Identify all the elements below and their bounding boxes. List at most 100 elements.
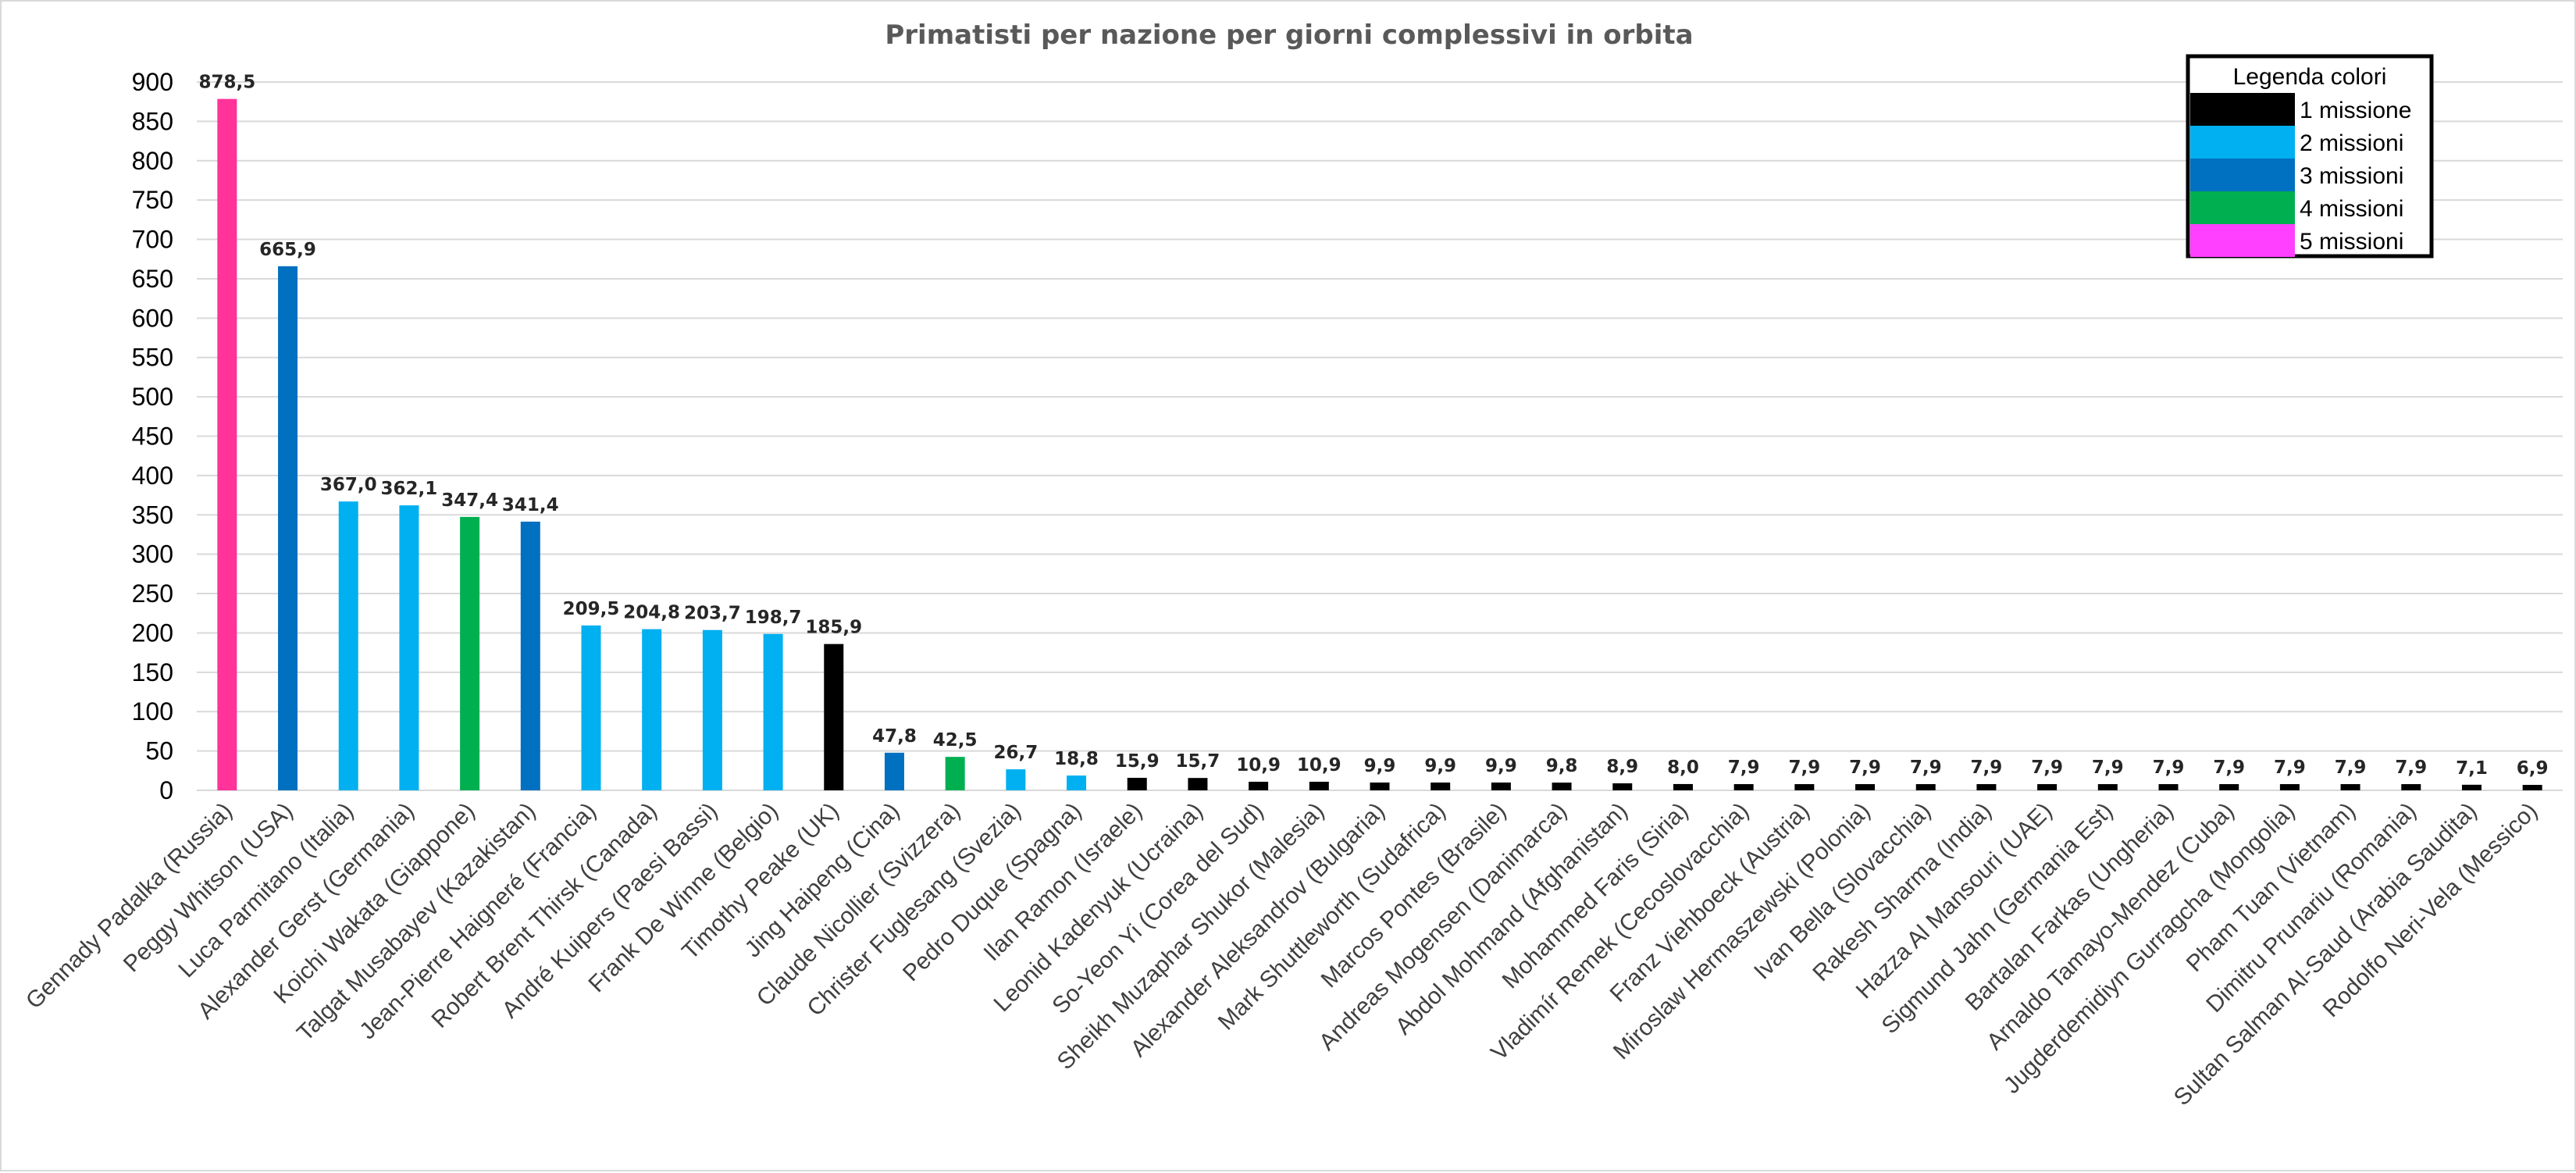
y-tick-label: 750 xyxy=(132,186,173,214)
bar xyxy=(1733,784,1754,790)
y-tick-label: 700 xyxy=(132,226,173,254)
bar xyxy=(884,752,904,790)
bar xyxy=(520,521,540,790)
data-label: 185,9 xyxy=(805,618,862,638)
legend: Legenda colori 1 missione 2 missioni 3 mis… xyxy=(2186,54,2434,258)
bar xyxy=(1431,783,1451,790)
data-label: 26,7 xyxy=(993,743,1038,763)
data-label: 7,9 xyxy=(1849,758,1881,778)
bar xyxy=(1976,784,1997,790)
bar xyxy=(217,98,237,790)
data-label: 15,7 xyxy=(1176,751,1220,772)
bar xyxy=(824,644,844,790)
data-label: 9,8 xyxy=(1546,756,1578,776)
y-tick-label: 0 xyxy=(159,776,173,804)
data-label: 6,9 xyxy=(2517,758,2549,779)
data-label: 9,9 xyxy=(1424,756,1456,776)
data-label: 7,9 xyxy=(1788,758,1820,778)
bar xyxy=(1188,778,1208,790)
data-label: 7,9 xyxy=(2213,758,2245,778)
bar xyxy=(2340,784,2360,790)
data-label: 7,9 xyxy=(2031,758,2063,778)
data-label: 8,9 xyxy=(1606,757,1638,777)
data-label: 10,9 xyxy=(1297,755,1341,775)
bar xyxy=(1067,775,1087,790)
y-tick-label: 800 xyxy=(132,147,173,175)
data-label: 362,1 xyxy=(381,479,438,499)
data-label: 9,9 xyxy=(1364,756,1396,776)
legend-entry-label: 5 missioni xyxy=(2300,229,2403,255)
bar xyxy=(2097,784,2118,790)
data-label: 341,4 xyxy=(502,495,559,515)
bar xyxy=(581,625,601,790)
y-tick-label: 50 xyxy=(145,737,173,765)
bar xyxy=(1915,784,1936,790)
legend-title: Legenda colori xyxy=(2233,64,2387,90)
y-tick-label: 150 xyxy=(132,658,173,686)
y-axis-ticks: 0 50 100 150 200 250 300 350 400 450 500 550 600 650 7… xyxy=(132,68,173,804)
y-tick-label: 250 xyxy=(132,579,173,608)
bar xyxy=(278,266,298,790)
legend-swatch xyxy=(2190,93,2295,126)
data-label: 7,9 xyxy=(1910,758,1942,778)
data-label: 7,1 xyxy=(2456,758,2488,779)
data-label: 7,9 xyxy=(2395,758,2427,778)
bar xyxy=(338,501,358,790)
data-label: 7,9 xyxy=(1971,758,2003,778)
data-label: 18,8 xyxy=(1054,749,1099,769)
bar xyxy=(642,629,662,790)
x-axis-ticks: Gennady Padalka (Russia)Peggy Whitson (U… xyxy=(21,798,2542,1111)
bar xyxy=(2401,784,2421,790)
data-label: 8,0 xyxy=(1667,758,1699,778)
bar xyxy=(2158,784,2179,790)
y-tick-label: 600 xyxy=(132,304,173,332)
bar xyxy=(2219,784,2239,790)
bar xyxy=(1370,783,1390,790)
y-tick-label: 500 xyxy=(132,383,173,411)
data-label: 204,8 xyxy=(623,603,680,623)
bar xyxy=(399,505,419,790)
data-label: 198,7 xyxy=(745,608,802,628)
bar xyxy=(2461,784,2482,790)
bar xyxy=(2522,785,2542,790)
legend-entry-label: 1 missione xyxy=(2300,98,2411,123)
bar xyxy=(702,629,722,790)
legend-swatch xyxy=(2190,126,2295,159)
data-label: 367,0 xyxy=(320,475,377,495)
bar xyxy=(1552,783,1572,790)
y-tick-label: 350 xyxy=(132,501,173,529)
legend-swatch xyxy=(2190,191,2295,224)
data-label: 7,9 xyxy=(2153,758,2185,778)
bar xyxy=(1794,784,1815,790)
bar xyxy=(1249,782,1269,790)
chart-title: Primatisti per nazione per giorni comple… xyxy=(885,20,1693,51)
data-label: 203,7 xyxy=(684,604,741,624)
bar xyxy=(1673,783,1693,790)
data-label: 7,9 xyxy=(2335,758,2367,778)
data-label: 209,5 xyxy=(563,599,620,619)
legend-swatch xyxy=(2190,224,2295,257)
data-label: 15,9 xyxy=(1115,751,1160,772)
y-tick-label: 400 xyxy=(132,462,173,490)
y-tick-label: 200 xyxy=(132,619,173,647)
data-label: 42,5 xyxy=(933,730,978,751)
data-label: 47,8 xyxy=(872,726,917,747)
y-tick-label: 300 xyxy=(132,540,173,569)
legend-entry-label: 4 missioni xyxy=(2300,196,2403,222)
legend-entry-label: 2 missioni xyxy=(2300,130,2403,156)
y-tick-label: 650 xyxy=(132,265,173,293)
bar xyxy=(945,757,965,790)
bar xyxy=(2279,784,2300,790)
bar xyxy=(1491,783,1511,790)
data-label: 7,9 xyxy=(1728,758,1760,778)
data-label: 10,9 xyxy=(1236,755,1281,775)
data-label: 347,4 xyxy=(441,490,498,511)
bar xyxy=(1006,769,1026,790)
bars xyxy=(217,98,2542,790)
bar xyxy=(763,633,783,790)
data-label: 665,9 xyxy=(259,240,316,260)
bar xyxy=(1612,783,1633,790)
